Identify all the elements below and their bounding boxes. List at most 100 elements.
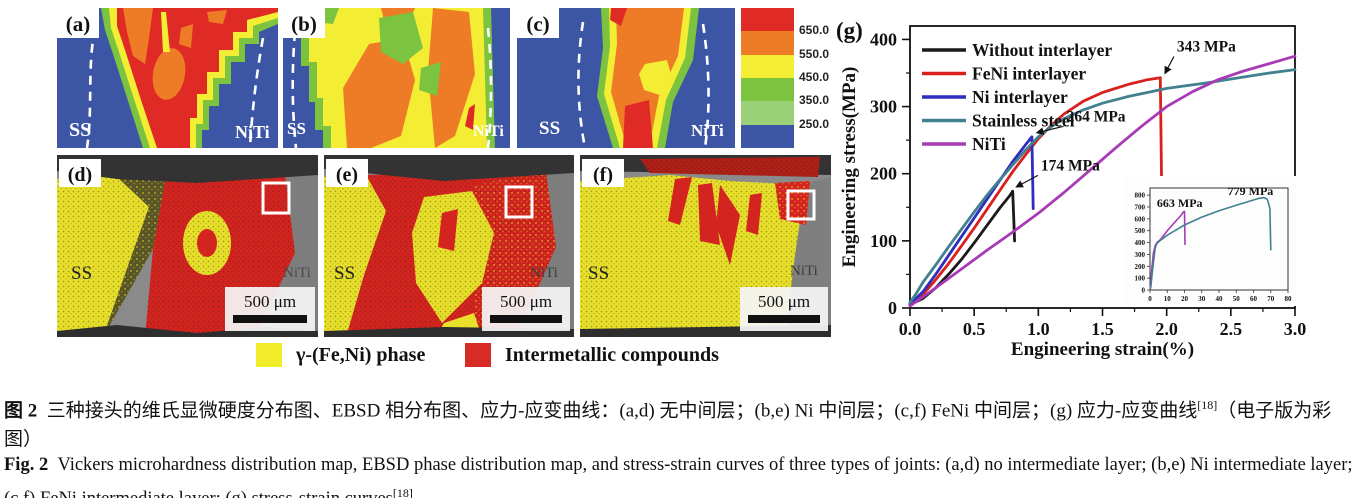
inset-y-tick-label: 0 bbox=[1142, 287, 1146, 295]
caption-chinese: 图 2 三种接头的维氏显微硬度分布图、EBSD 相分布图、应力-应变曲线：(a,… bbox=[4, 391, 1354, 454]
y-tick-label: 200 bbox=[870, 164, 897, 184]
scale-bar-label: 500 μm bbox=[244, 292, 296, 311]
chart-legend-item: Stainless steel bbox=[972, 111, 1075, 131]
niti-label: NiTi bbox=[530, 265, 558, 281]
y-axis-label: Engineering stress(MPa) bbox=[839, 67, 860, 268]
stress-strain-chart: 0.0 0.5 1.0 1.5 2.0 2.5 3.00100200300400Engine… bbox=[839, 25, 1307, 360]
phase-legend-intermetallic: Intermetallic compounds bbox=[465, 341, 719, 369]
intermetallic-label: Intermetallic compounds bbox=[505, 343, 719, 366]
x-tick-label: 0.0 bbox=[899, 319, 922, 339]
chart-legend-item: Ni interlayer bbox=[972, 87, 1068, 107]
x-tick-label: 2.5 bbox=[1220, 319, 1243, 339]
chart-annotation: 264 MPa bbox=[1067, 108, 1126, 125]
scale-bar bbox=[490, 315, 562, 323]
panel-f-ebsd-map: 500 μm (f) SS NiTi bbox=[580, 155, 831, 337]
niti-label: NiTi bbox=[283, 265, 311, 281]
intermetallic-swatch bbox=[465, 343, 491, 367]
colorbar-band bbox=[741, 54, 794, 78]
panel-b-hardness-map: (b) SS NiTi bbox=[283, 8, 510, 148]
inset-y-tick-label: 300 bbox=[1135, 251, 1146, 259]
y-tick-label: 0 bbox=[888, 298, 897, 318]
y-tick-label: 300 bbox=[870, 97, 897, 117]
caption-zh-tail: （电子版为彩图） bbox=[4, 400, 1332, 451]
caption-zh-number: 图 2 bbox=[4, 400, 38, 422]
hardness-colorbar-labels: 650.0 550.0 450.0 350.0 250.0 bbox=[799, 8, 845, 148]
panel-a-hardness-map: (a) SS NiTi bbox=[57, 8, 278, 148]
caption-en-reference: [18] bbox=[392, 485, 413, 498]
x-tick-label: 0.5 bbox=[963, 319, 986, 339]
inset-x-tick-label: 30 bbox=[1198, 295, 1206, 303]
colorbar-tick-label: 450.0 bbox=[799, 70, 830, 84]
inset-annotation: 663 MPa bbox=[1157, 196, 1203, 210]
scale-bar-label: 500 μm bbox=[758, 292, 810, 311]
inset-y-tick-label: 800 bbox=[1135, 192, 1146, 200]
ss-label: SS bbox=[539, 118, 560, 139]
scale-bar bbox=[233, 315, 307, 323]
niti-label: NiTi bbox=[235, 122, 270, 142]
colorbar-band bbox=[741, 31, 794, 55]
panel-f-label: (f) bbox=[593, 164, 613, 186]
inset-x-tick-label: 80 bbox=[1285, 295, 1293, 303]
panel-c-label: (c) bbox=[526, 12, 549, 36]
y-tick-label: 400 bbox=[870, 29, 897, 49]
niti-label: NiTi bbox=[790, 263, 818, 279]
inset-y-tick-label: 500 bbox=[1135, 227, 1146, 235]
colorbar-tick-label: 350.0 bbox=[799, 93, 830, 108]
y-tick-label: 100 bbox=[870, 231, 897, 251]
colorbar-band bbox=[741, 8, 794, 32]
inset-x-tick-label: 70 bbox=[1267, 295, 1275, 303]
roi-box bbox=[786, 189, 816, 221]
ss-label: SS bbox=[588, 263, 609, 284]
caption-zh-text: 三种接头的维氏显微硬度分布图、EBSD 相分布图、应力-应变曲线：(a,d) 无… bbox=[46, 400, 1198, 422]
roi-box bbox=[504, 185, 534, 219]
inset-x-tick-label: 20 bbox=[1181, 295, 1189, 303]
caption-en-text: Vickers microhardness distribution map, … bbox=[4, 454, 1353, 498]
inset-y-tick-label: 400 bbox=[1135, 239, 1146, 247]
x-tick-label: 2.0 bbox=[1155, 319, 1178, 339]
panel-d-ebsd-map: 500 μm (d) SS NiTi bbox=[57, 155, 318, 337]
scale-bar bbox=[748, 315, 820, 323]
colorbar-band bbox=[741, 124, 794, 148]
colorbar-band bbox=[741, 101, 794, 125]
colorbar-tick-label: 250.0 bbox=[799, 116, 830, 131]
series-niti bbox=[908, 54, 1297, 308]
colorbar-tick-label: 650.0 bbox=[799, 23, 830, 38]
x-axis-label: Engineering strain(%) bbox=[1011, 339, 1194, 360]
inset-y-tick-label: 100 bbox=[1135, 275, 1146, 283]
ss-label: SS bbox=[71, 263, 92, 284]
phase-legend-gamma: γ-(Fe,Ni) phase bbox=[256, 341, 425, 369]
panel-e-ebsd-map: 500 μm (e) SS NiTi bbox=[324, 155, 574, 337]
gamma-phase-label: γ-(Fe,Ni) phase bbox=[296, 343, 426, 366]
panel-d-label: (d) bbox=[68, 164, 92, 186]
inset-series-stainless-steel bbox=[1149, 196, 1272, 291]
gamma-phase-swatch bbox=[256, 343, 282, 367]
x-tick-label: 1.5 bbox=[1091, 319, 1114, 339]
chart-annotation: 174 MPa bbox=[1041, 157, 1100, 174]
caption-english: Fig. 2 Vickers microhardness distributio… bbox=[4, 451, 1354, 498]
series-feni-interlayer bbox=[908, 76, 1163, 306]
ss-label: SS bbox=[69, 119, 91, 141]
hardness-colorbar bbox=[741, 8, 794, 148]
x-tick-label: 3.0 bbox=[1284, 319, 1307, 339]
series-stainless-steel bbox=[908, 68, 1297, 305]
inset-y-tick-label: 600 bbox=[1135, 215, 1146, 223]
caption-zh-reference: [18] bbox=[1197, 398, 1218, 412]
series-ni-interlayer bbox=[908, 135, 1035, 306]
inset-x-tick-label: 60 bbox=[1250, 295, 1258, 303]
panel-e-label: (e) bbox=[336, 164, 358, 186]
niti-label: NiTi bbox=[691, 121, 724, 140]
panel-a-label: (a) bbox=[66, 12, 91, 36]
colorbar-tick-label: 550.0 bbox=[799, 46, 830, 61]
ss-label: SS bbox=[287, 119, 306, 138]
roi-box bbox=[261, 181, 291, 215]
scale-bar-label: 500 μm bbox=[500, 292, 552, 311]
colorbar-band bbox=[741, 77, 794, 102]
chart-legend-item: Without interlayer bbox=[972, 40, 1112, 60]
niti-label: NiTi bbox=[473, 123, 504, 140]
inset-y-tick-label: 700 bbox=[1135, 203, 1146, 211]
inset-x-tick-label: 0 bbox=[1148, 295, 1152, 303]
inset-x-tick-label: 40 bbox=[1216, 295, 1224, 303]
inset-y-tick-label: 200 bbox=[1135, 263, 1146, 271]
chart-legend-item: FeNi interlayer bbox=[972, 64, 1086, 84]
